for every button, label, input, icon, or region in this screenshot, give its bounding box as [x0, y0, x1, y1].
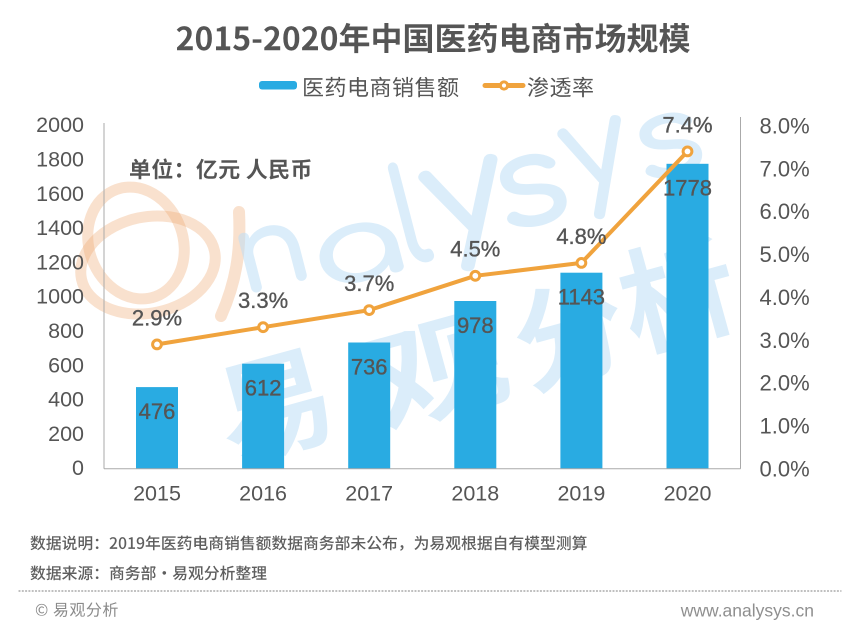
svg-text:2020: 2020 — [664, 482, 712, 506]
svg-text:1143: 1143 — [558, 285, 605, 310]
svg-text:476: 476 — [139, 399, 176, 424]
svg-text:1.0%: 1.0% — [760, 414, 810, 439]
svg-text:400: 400 — [48, 388, 84, 412]
svg-text:2015: 2015 — [133, 482, 181, 506]
svg-text:4.5%: 4.5% — [450, 237, 500, 262]
svg-text:1400: 1400 — [36, 216, 84, 240]
svg-text:1778: 1778 — [663, 176, 712, 201]
svg-text:2.9%: 2.9% — [132, 305, 182, 330]
svg-text:4.8%: 4.8% — [556, 224, 606, 249]
svg-text:3.7%: 3.7% — [344, 271, 394, 296]
svg-text:2.0%: 2.0% — [760, 371, 810, 396]
svg-text:6.0%: 6.0% — [760, 199, 810, 224]
svg-text:2017: 2017 — [345, 482, 393, 506]
svg-text:2019: 2019 — [557, 482, 605, 506]
svg-text:2018: 2018 — [451, 482, 499, 506]
svg-text:5.0%: 5.0% — [760, 242, 810, 267]
svg-text:8.0%: 8.0% — [760, 113, 810, 138]
svg-text:2016: 2016 — [239, 482, 287, 506]
svg-text:2000: 2000 — [36, 113, 84, 137]
svg-text:1200: 1200 — [36, 250, 84, 274]
svg-text:3.3%: 3.3% — [238, 288, 288, 313]
svg-text:600: 600 — [48, 353, 84, 377]
svg-text:7.0%: 7.0% — [760, 156, 810, 181]
svg-text:200: 200 — [48, 422, 84, 446]
svg-text:800: 800 — [48, 319, 84, 343]
svg-text:0.0%: 0.0% — [760, 456, 810, 481]
svg-text:www.analysys.cn: www.analysys.cn — [680, 601, 814, 621]
svg-text:612: 612 — [245, 376, 282, 401]
svg-text:4.0%: 4.0% — [760, 285, 810, 310]
svg-text:1800: 1800 — [36, 148, 84, 172]
svg-text:0: 0 — [72, 456, 84, 480]
svg-text:7.4%: 7.4% — [662, 112, 712, 137]
svg-text:3.0%: 3.0% — [760, 328, 810, 353]
svg-text:1000: 1000 — [36, 285, 84, 309]
svg-text:736: 736 — [351, 354, 388, 379]
svg-text:1600: 1600 — [36, 182, 84, 206]
svg-text:978: 978 — [457, 313, 494, 338]
